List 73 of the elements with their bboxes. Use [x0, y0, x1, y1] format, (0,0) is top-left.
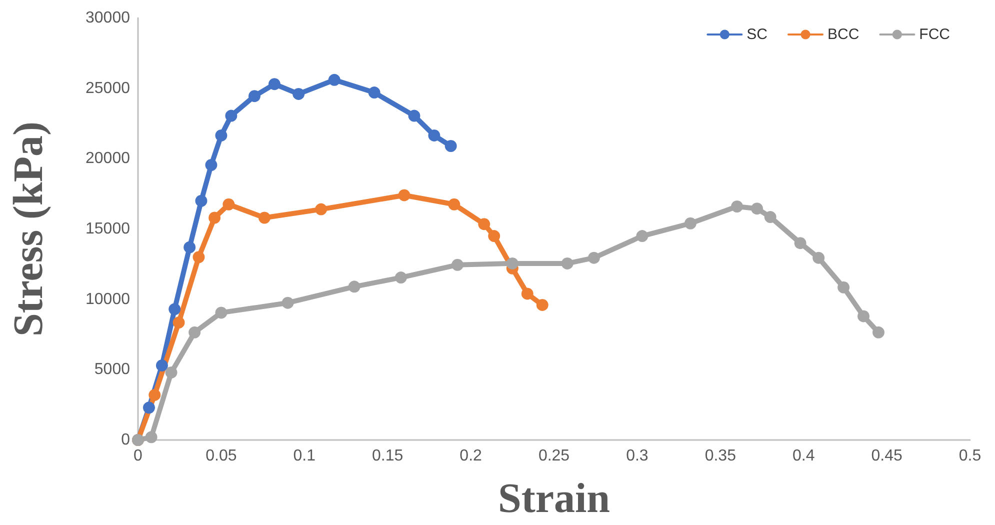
x-tick-label: 0.45 — [871, 448, 902, 464]
point — [812, 252, 825, 264]
point — [684, 217, 696, 230]
point — [248, 90, 260, 102]
point — [165, 366, 178, 378]
x-tick-label: 0.2 — [460, 448, 482, 464]
x-tick-label: 0 — [134, 448, 143, 464]
legend-label: BCC — [828, 26, 860, 43]
x-tick-label: 0.25 — [538, 448, 570, 464]
point — [282, 296, 294, 309]
point — [521, 288, 534, 300]
point — [215, 129, 228, 142]
y-tick-label: 30000 — [86, 10, 130, 26]
point — [168, 303, 181, 316]
point — [561, 257, 574, 270]
point — [408, 110, 420, 122]
point — [398, 189, 410, 202]
point — [222, 198, 235, 210]
y-tick-label: 5000 — [94, 361, 130, 378]
point — [215, 306, 228, 319]
x-tick-label: 0.05 — [206, 448, 237, 464]
point — [348, 280, 360, 293]
point — [225, 110, 238, 122]
point — [188, 326, 201, 338]
point — [315, 203, 328, 216]
y-tick-label: 0 — [121, 432, 130, 448]
x-tick-label: 0.15 — [372, 448, 404, 464]
point — [205, 159, 218, 171]
x-axis-title: Strain — [498, 476, 610, 522]
point — [195, 194, 208, 207]
point — [142, 402, 155, 414]
point — [428, 129, 440, 142]
point — [258, 212, 270, 224]
x-tick-label: 0.4 — [792, 448, 815, 464]
point — [536, 298, 548, 311]
point — [636, 230, 648, 242]
point — [394, 272, 407, 284]
point — [448, 198, 460, 210]
point — [156, 359, 168, 372]
legend-label: FCC — [919, 26, 950, 43]
point — [444, 140, 457, 152]
point — [488, 230, 500, 242]
x-tick-label: 0.35 — [704, 448, 736, 464]
point — [764, 211, 776, 224]
point — [506, 257, 518, 270]
point — [858, 310, 870, 322]
point — [368, 86, 380, 99]
y-tick-label: 25000 — [86, 80, 130, 97]
point — [731, 200, 744, 212]
x-tick-label: 0.1 — [293, 448, 316, 464]
point — [184, 241, 196, 254]
point — [328, 74, 340, 86]
point — [751, 202, 764, 215]
point — [794, 237, 806, 250]
y-tick-label: 15000 — [86, 220, 130, 238]
point — [588, 252, 600, 264]
point — [172, 316, 185, 329]
point — [268, 78, 280, 90]
x-tick-label: 0.5 — [958, 448, 982, 464]
legend-label: SC — [746, 26, 768, 43]
point — [478, 218, 490, 230]
point — [292, 88, 305, 100]
point — [208, 212, 221, 224]
y-tick-label: 10000 — [86, 290, 130, 308]
point — [872, 326, 884, 338]
x-tick-label: 0.3 — [626, 448, 648, 464]
point — [452, 258, 464, 271]
y-tick-label: 20000 — [86, 150, 130, 168]
y-axis-title: Stress (kPa) — [6, 121, 52, 337]
point — [192, 251, 205, 264]
point — [145, 431, 158, 444]
point — [148, 388, 161, 401]
point — [838, 281, 850, 294]
